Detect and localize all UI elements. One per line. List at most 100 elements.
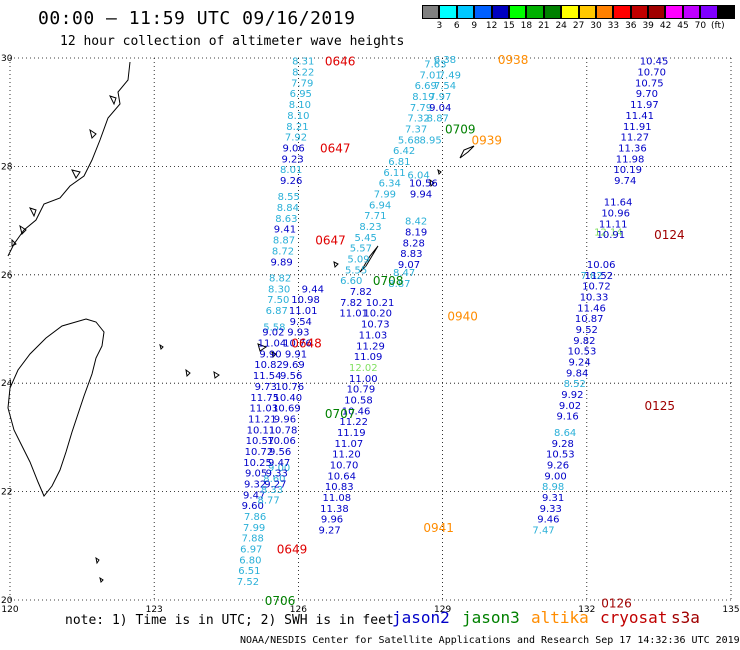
wave-height-value: 8.19	[405, 227, 427, 238]
wave-height-value: 10.96	[601, 208, 630, 219]
wave-height-value: 10.76	[283, 339, 312, 350]
wave-height-value: 10.79	[347, 385, 376, 396]
wave-height-value: 10.25	[243, 458, 272, 469]
color-scale: 3 6 9 12 15 18 21 24 27 30 33 36 39 42 45 70 (ft)	[422, 5, 736, 33]
wave-height-value: 6.04	[407, 171, 429, 182]
wave-height-value: 9.33	[540, 504, 562, 515]
wave-height-value: 11.20	[332, 450, 361, 461]
wave-height-value: 9.93	[287, 328, 309, 339]
wave-height-value: 9.90	[259, 349, 281, 360]
wave-height-value: 8.47	[393, 268, 415, 279]
pass-time-label: 0939	[471, 133, 502, 147]
wave-height-value: 10.72	[582, 282, 611, 293]
wave-height-value: 10.69	[272, 404, 301, 415]
wave-height-value: 9.54	[290, 317, 312, 328]
color-scale-labels: 3 6 9 12 15 18 21 24 27 30 33 36 39 42 45 70 (ft)	[422, 19, 735, 33]
wave-height-value: 10.70	[637, 68, 666, 79]
wave-height-value: 10.20	[363, 309, 392, 320]
wave-height-value: 8.72	[272, 246, 294, 257]
lon-tick-label: 132	[578, 605, 595, 615]
wave-height-value: 6.81	[388, 157, 410, 168]
pass-time-label: 0646	[325, 55, 356, 69]
color-scale-label: 27	[572, 21, 585, 31]
wave-height-value: 9.69	[282, 360, 304, 371]
wave-height-value: 8.55	[278, 192, 300, 203]
wave-height-value: 8.01	[280, 165, 302, 176]
satellite-legend-cryosat: cryosat	[600, 608, 668, 627]
color-scale-label: 42	[659, 21, 672, 31]
wave-height-value: 11.75	[250, 393, 279, 404]
color-scale-label: 9	[471, 21, 478, 31]
pass-time-label: 0647	[315, 234, 346, 248]
wave-height-value: 11.01	[289, 306, 318, 317]
color-scale-swatch	[456, 5, 475, 19]
wave-height-value: 9.74	[614, 176, 636, 187]
satellite-legend-jason3: jason3	[462, 608, 520, 627]
taiwan-coastline	[7, 318, 105, 497]
wave-height-value: 8.87	[388, 279, 410, 290]
color-scale-swatch	[543, 5, 562, 19]
color-scale-swatch	[474, 5, 492, 19]
wave-height-value: 11.46	[577, 303, 606, 314]
wave-height-value: 10.53	[568, 347, 597, 358]
wave-height-value: 8.19	[412, 92, 434, 103]
wave-height-value: 6.38	[434, 55, 456, 66]
okinawa-island	[359, 245, 379, 273]
wave-height-value: 9.60	[242, 501, 264, 512]
wave-height-value: 9.24	[568, 358, 590, 369]
wave-height-value: 10.06	[587, 260, 616, 271]
lat-tick-label: 30	[1, 54, 13, 64]
note-text: note: 1) Time is in UTC; 2) SWH is in fe…	[65, 613, 394, 628]
lat-tick-label: 22	[1, 488, 12, 498]
wave-height-value: 9.82	[573, 336, 595, 347]
pass-time-label: 0649	[277, 543, 308, 557]
pass-time-labels: 0646 0647 0647 0648 0649 0706 0707 0708 0709 0938…	[265, 53, 685, 611]
satellite-legend-altika: altika	[531, 608, 589, 627]
wave-height-value: 8.83	[400, 249, 422, 260]
wave-height-value: 7.92	[285, 133, 307, 144]
wave-height-value: 8.77	[257, 496, 279, 507]
wave-height-value: 8.10	[287, 111, 309, 122]
wave-height-value: 7.50	[267, 295, 289, 306]
color-scale-swatch	[613, 5, 631, 19]
wave-height-value: 7.37	[405, 124, 427, 135]
wave-height-value: 10.40	[274, 393, 303, 404]
china-coastline	[7, 61, 131, 257]
wave-height-value: 11.09	[354, 352, 383, 363]
china-islands	[11, 95, 117, 247]
page-title: 00:00 – 11:59 UTC 09/16/2019	[38, 8, 356, 29]
wave-height-value: 9.23	[281, 154, 303, 165]
wave-height-value: 12.02	[349, 363, 378, 374]
wave-height-value: 10.75	[635, 78, 664, 89]
wave-height-value: 10.46	[342, 406, 371, 417]
lon-tick-label: 129	[434, 605, 451, 615]
satellite-legend-jason2: jason2	[392, 608, 450, 627]
pass-time-label: 0709	[445, 122, 476, 136]
wave-height-value: 7.82	[340, 298, 362, 309]
color-scale-label: 70	[694, 21, 707, 31]
coastlines	[7, 61, 475, 583]
wave-height-value: 10.56	[409, 179, 438, 190]
wave-height-value: 11.97	[630, 100, 659, 111]
wave-height-value: 8.95	[419, 135, 441, 146]
color-scale-swatch	[630, 5, 649, 19]
wave-height-value: 9.26	[547, 461, 569, 472]
color-scale-swatch	[578, 5, 596, 19]
wave-height-value: 9.00	[544, 471, 566, 482]
credit-text: NOAA/NESDIS Center for Satellite Applica…	[240, 635, 740, 646]
color-scale-label: 24	[555, 21, 567, 31]
wave-height-value: 11.64	[604, 198, 633, 209]
color-scale-swatch	[595, 5, 614, 19]
wave-height-value: 5.09	[347, 255, 369, 266]
wave-height-value: 8.42	[405, 217, 427, 228]
lat-tick-label: 20	[1, 596, 13, 606]
wave-height-value: 6.97	[240, 545, 262, 556]
wave-height-value: 10.57	[246, 436, 275, 447]
wave-height-value: 11.29	[356, 341, 385, 352]
wave-height-value: 5.55	[345, 265, 367, 276]
wave-height-value: 6.87	[266, 306, 288, 317]
pass-time-label: 0708	[373, 274, 404, 288]
color-scale-swatch	[526, 5, 544, 19]
wave-height-value: 8.64	[554, 428, 576, 439]
color-scale-swatch	[508, 5, 527, 19]
